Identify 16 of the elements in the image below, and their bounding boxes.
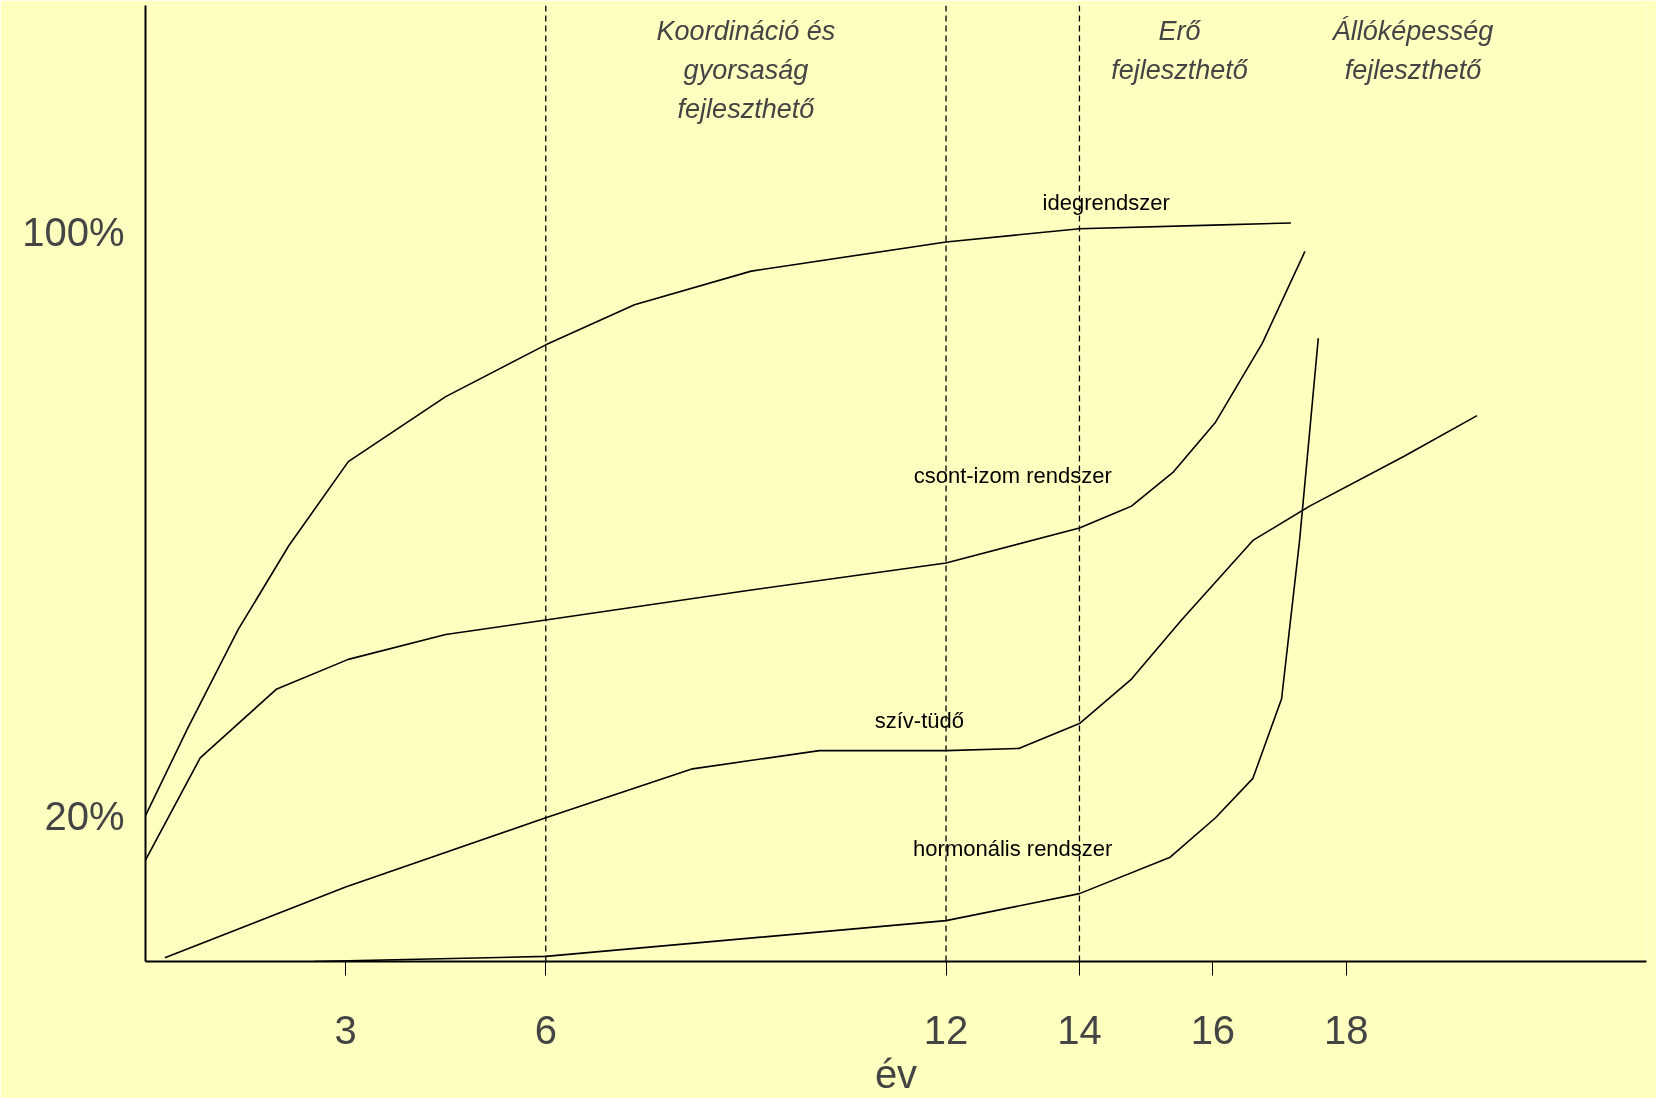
x-tick-label: 3 bbox=[334, 1007, 357, 1052]
x-tick-label: 6 bbox=[534, 1007, 557, 1052]
annotation: Állóképesség fejleszthető bbox=[1330, 16, 1494, 86]
y-tick-label: 100% bbox=[22, 209, 125, 254]
annotation: Erő fejleszthető bbox=[1111, 16, 1249, 86]
x-tick-label: 14 bbox=[1057, 1007, 1102, 1052]
series-label: szív-tüdő bbox=[874, 708, 964, 734]
x-tick-label: 12 bbox=[923, 1007, 969, 1052]
x-tick-label: 18 bbox=[1324, 1007, 1369, 1052]
y-tick-label: 20% bbox=[44, 793, 125, 838]
x-axis-title: év bbox=[874, 1051, 918, 1096]
x-tick-label: 16 bbox=[1190, 1007, 1236, 1052]
annotation: Koordináció és gyorsaság fejleszthető bbox=[656, 16, 836, 125]
series-label: hormonális rendszer bbox=[913, 835, 1113, 861]
series-label: csont-izom rendszer bbox=[913, 462, 1112, 488]
series-label: idegrendszer bbox=[1042, 190, 1170, 216]
